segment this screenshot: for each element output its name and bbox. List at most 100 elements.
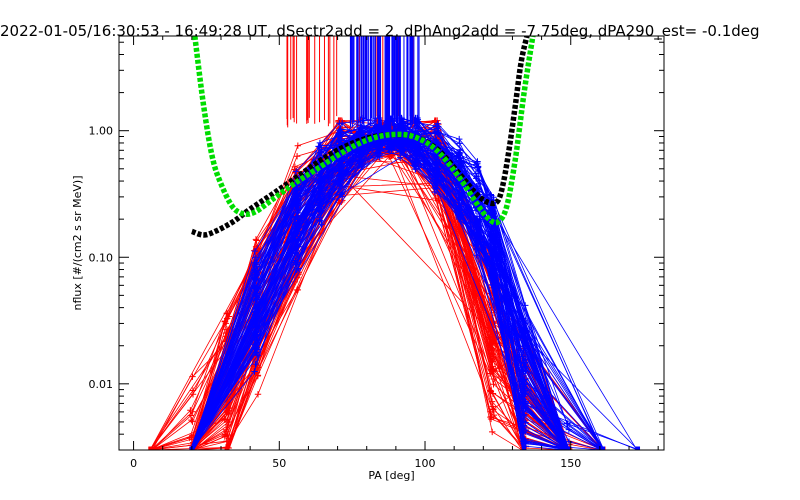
- blue-series-point: [521, 376, 528, 383]
- blue-series-point: [252, 345, 260, 352]
- blue-series-point: [251, 336, 258, 343]
- blue-series-line: [192, 125, 638, 450]
- red-series-point: [489, 333, 496, 340]
- red-series-point: [189, 418, 196, 425]
- blue-series-point: [488, 223, 496, 231]
- blue-series-point: [294, 224, 302, 232]
- blue-series-point: [375, 142, 382, 149]
- green-fit-curve: [192, 36, 536, 226]
- blue-series-point: [317, 169, 325, 176]
- blue-series-point: [386, 146, 394, 153]
- red-series-point: [254, 391, 262, 398]
- blue-series-point: [488, 268, 496, 275]
- blue-series-point: [522, 363, 529, 370]
- blue-series-point: [456, 209, 464, 216]
- blue-series-point: [412, 155, 420, 163]
- red-series-point: [490, 367, 498, 374]
- blue-series-point: [252, 284, 259, 291]
- blue-series-point: [251, 311, 259, 318]
- blue-series-point: [634, 446, 641, 450]
- blue-series-line: [296, 119, 640, 450]
- red-series-point: [224, 409, 231, 416]
- plot-frame: [118, 35, 665, 451]
- blue-series-point: [398, 137, 405, 144]
- blue-series-line: [254, 137, 637, 450]
- blue-series-point: [252, 360, 259, 368]
- blue-series-point: [293, 266, 301, 274]
- blue-series-point: [456, 140, 463, 147]
- red-series-point: [487, 415, 495, 423]
- y-tick-label: 1.00: [89, 125, 114, 138]
- blue-series-point: [635, 446, 642, 450]
- y-tick-label: 0.10: [89, 251, 114, 264]
- blue-series-point: [358, 148, 365, 155]
- blue-series-point: [293, 198, 301, 205]
- blue-series-point: [565, 426, 573, 433]
- blue-series-point: [376, 154, 383, 161]
- blue-series-point: [601, 446, 608, 450]
- x-tick-label: 100: [415, 457, 436, 470]
- blue-series-point: [252, 276, 259, 283]
- blue-series-point: [338, 171, 346, 178]
- blue-series-point: [251, 368, 258, 375]
- x-axis-label: PA [deg]: [368, 469, 414, 482]
- x-tick-label: 150: [560, 457, 581, 470]
- blue-series-point: [411, 142, 419, 150]
- blue-series-point: [253, 317, 260, 325]
- blue-series-point: [358, 152, 365, 159]
- blue-series-point: [599, 446, 606, 450]
- blue-series-point: [318, 173, 325, 180]
- red-series-point: [294, 142, 302, 149]
- y-tick-label: 0.01: [89, 378, 114, 391]
- blue-series-point: [456, 147, 464, 154]
- blue-series-point: [251, 247, 259, 255]
- y-axis-label: nflux [#/(cm2 s sr MeV)]: [71, 176, 84, 311]
- blue-series-point: [399, 143, 407, 150]
- blue-series-point: [411, 161, 418, 169]
- red-series-point: [225, 446, 232, 450]
- blue-series-point: [251, 283, 258, 291]
- blue-series-point: [292, 214, 299, 221]
- blue-series-point: [563, 446, 571, 450]
- blue-series-point: [187, 446, 195, 450]
- red-series-point: [147, 446, 154, 450]
- axes-layer: 0 50 100 150 0.01 0.10 1.00: [89, 36, 664, 470]
- blue-series-point: [455, 215, 463, 223]
- blue-series-point: [522, 327, 529, 334]
- blue-series-point: [457, 163, 465, 170]
- red-series-point: [224, 431, 231, 439]
- blue-series-point: [489, 212, 497, 219]
- blue-series-point: [400, 127, 407, 134]
- blue-series-point: [456, 135, 463, 143]
- x-tick-label: 0: [130, 457, 137, 470]
- blue-series-point: [564, 446, 571, 450]
- x-tick-label: 50: [272, 457, 286, 470]
- red-series-point: [189, 391, 197, 398]
- red-series-point: [487, 408, 494, 415]
- blue-series-point: [521, 426, 529, 434]
- blue-series-point: [456, 184, 464, 191]
- red-series-point: [489, 366, 497, 373]
- blue-series-point: [520, 346, 527, 354]
- red-series-point: [293, 153, 301, 160]
- red-series-point: [188, 416, 195, 424]
- blue-series-point: [432, 181, 439, 189]
- red-series-point: [489, 358, 496, 365]
- blue-series-point: [433, 156, 441, 163]
- blue-series-point: [432, 161, 439, 169]
- blue-series-point: [636, 446, 643, 450]
- blue-series-point: [337, 125, 345, 133]
- red-series-point: [187, 407, 194, 414]
- red-series-point: [221, 416, 228, 423]
- blue-series-point: [317, 182, 324, 189]
- blue-series-point: [317, 142, 325, 149]
- blue-series-point: [521, 446, 529, 450]
- blue-series-point: [398, 147, 406, 154]
- blue-series-point: [521, 400, 529, 407]
- blue-series-point: [564, 420, 571, 427]
- blue-series-point: [490, 250, 497, 258]
- blue-series-point: [522, 443, 529, 450]
- blue-series-point: [335, 130, 342, 137]
- blue-series-line: [190, 131, 605, 450]
- blue-series-point: [189, 446, 196, 450]
